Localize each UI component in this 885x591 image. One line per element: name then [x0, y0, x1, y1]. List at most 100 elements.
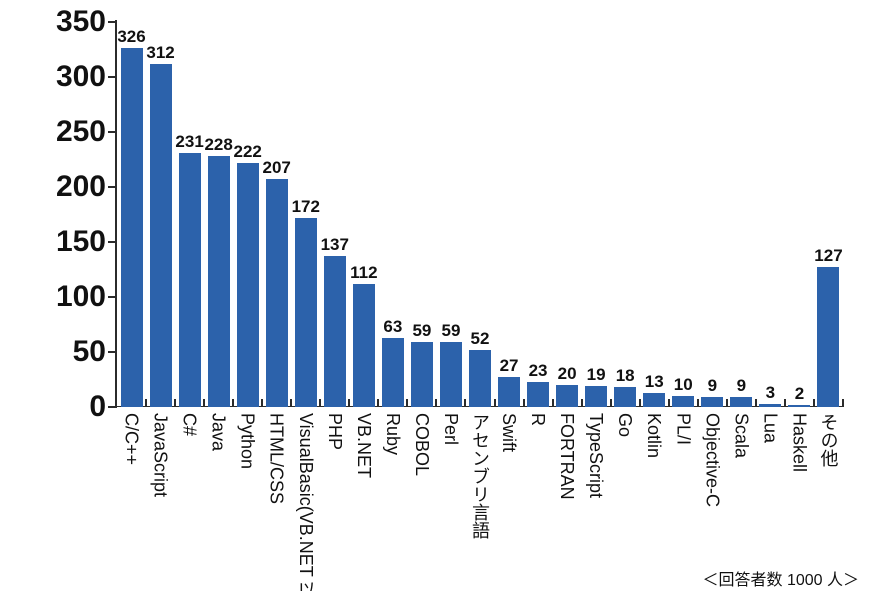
bar [730, 397, 753, 407]
x-axis-tick [725, 399, 728, 407]
x-axis-label: その他 [818, 413, 839, 467]
bar [265, 179, 288, 407]
bar [585, 386, 608, 407]
y-axis-tick [108, 296, 116, 298]
x-axis-tick [435, 399, 438, 407]
bar-value-label: 207 [262, 158, 291, 178]
bar-value-label: 228 [204, 135, 233, 155]
bar [527, 381, 550, 407]
bar [352, 283, 375, 407]
y-axis-tick-label: 300 [55, 60, 106, 93]
y-axis-tick-label: 350 [55, 5, 106, 38]
x-axis-label: Lua [760, 413, 781, 444]
x-axis-label: Java [208, 413, 229, 452]
x-axis-label: C# [179, 413, 200, 437]
y-axis-tick [108, 21, 116, 23]
x-axis-label: Ruby [382, 413, 403, 456]
x-axis-label: FORTRAN [557, 413, 578, 500]
y-axis-tick-label: 50 [72, 335, 106, 368]
x-axis-tick [174, 399, 177, 407]
bar [410, 342, 433, 407]
x-axis-label: Scala [731, 413, 752, 459]
y-axis-tick [108, 406, 116, 408]
y-axis-tick [108, 131, 116, 133]
bar-value-label: 52 [470, 328, 490, 348]
x-axis-label: Go [615, 413, 636, 438]
bar-value-label: 312 [146, 42, 175, 62]
x-axis-label: Swift [499, 413, 520, 453]
y-axis-tick [108, 351, 116, 353]
bar-value-label: 2 [794, 383, 805, 403]
bar [759, 403, 782, 407]
x-axis-label: Haskell [789, 413, 810, 473]
bar-value-label: 18 [615, 366, 635, 386]
x-axis-tick [203, 399, 206, 407]
x-axis-tick [290, 399, 293, 407]
x-axis-label: JavaScript [150, 413, 171, 498]
bar-value-label: 9 [707, 376, 718, 396]
x-axis-label: PHP [324, 413, 345, 451]
x-axis-tick [551, 399, 554, 407]
bar-value-label: 112 [350, 262, 378, 282]
bar-value-label: 222 [233, 141, 262, 161]
x-axis-tick [232, 399, 235, 407]
bar [207, 156, 230, 407]
bar-value-label: 13 [644, 371, 664, 391]
bar-value-label: 59 [441, 321, 461, 341]
y-axis-line [115, 20, 117, 408]
bar-value-label: 27 [499, 356, 519, 376]
bar [817, 267, 840, 407]
y-axis-tick [108, 241, 116, 243]
bar-value-label: 9 [736, 376, 747, 396]
bar [120, 48, 143, 407]
bar-value-label: 63 [383, 316, 403, 336]
bar [236, 162, 259, 407]
footnote: ＜回答者数 1000 人＞ [702, 572, 860, 589]
y-axis-tick-label: 100 [55, 280, 106, 313]
x-axis-tick [493, 399, 496, 407]
x-axis-tick [783, 399, 786, 407]
x-axis-label: COBOL [411, 413, 432, 477]
bar [294, 217, 317, 407]
bar [701, 397, 724, 407]
x-axis-tick [580, 399, 583, 407]
bar-value-label: 19 [586, 365, 606, 385]
x-axis-label: VisualBasic(VB.NET 以外) [295, 413, 316, 591]
bar [178, 152, 201, 407]
bar [643, 392, 666, 407]
x-axis-tick [522, 399, 525, 407]
bar [614, 387, 637, 407]
x-axis-label: Perl [440, 413, 461, 446]
bar [381, 337, 404, 407]
x-axis-tick [348, 399, 351, 407]
bar [498, 377, 521, 407]
bar-value-label: 20 [557, 364, 577, 383]
x-axis-tick [696, 399, 699, 407]
y-axis-tick [108, 76, 116, 78]
x-axis-tick [754, 399, 757, 407]
y-axis-tick-label: 200 [55, 170, 106, 203]
bar-value-label: 127 [814, 246, 843, 266]
x-axis-label: VB.NET [353, 413, 374, 479]
y-axis-tick-label: 250 [55, 115, 106, 148]
bar-value-label: 137 [320, 235, 349, 255]
x-axis-tick [261, 399, 264, 407]
y-axis-tick-label: 0 [89, 390, 106, 423]
bar-value-label: 172 [291, 196, 320, 216]
x-axis-label: Objective-C [702, 413, 723, 508]
x-axis-label: PL/I [673, 413, 694, 446]
x-axis-tick [464, 399, 467, 407]
bar [788, 404, 811, 407]
bar [323, 256, 346, 407]
y-axis-tick [108, 186, 116, 188]
x-axis-label: R [528, 413, 549, 426]
bar [672, 396, 695, 407]
bar [149, 63, 172, 407]
bar-value-label: 3 [765, 382, 776, 402]
x-axis-tick [842, 399, 844, 407]
x-axis-tick [667, 399, 670, 407]
x-axis-tick [145, 399, 148, 407]
x-axis-label: Kotlin [644, 413, 665, 459]
x-axis-label: アセンブリ言語 [470, 413, 490, 539]
x-axis-tick [319, 399, 322, 407]
